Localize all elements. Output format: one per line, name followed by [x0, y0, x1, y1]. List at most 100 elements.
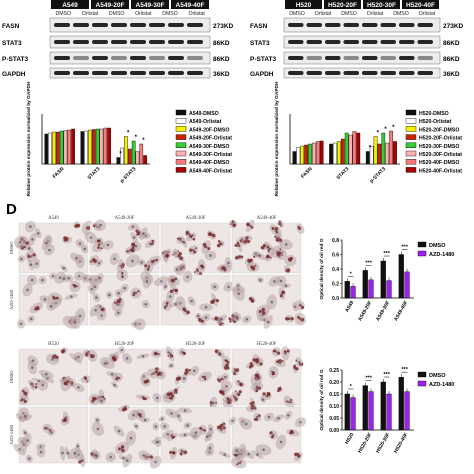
- cell-nucleus: [23, 414, 27, 418]
- cell-nucleus: [30, 382, 33, 385]
- cell-nucleus: [29, 317, 33, 321]
- lipid-droplet: [76, 224, 79, 227]
- lipid-droplet: [191, 234, 194, 237]
- wb-group-bar: [51, 0, 89, 9]
- cell-nucleus: [277, 416, 280, 420]
- y-tick-label: 0.4: [332, 267, 339, 273]
- wb-band: [306, 40, 322, 44]
- legend-label: A549-30F-DMSO: [189, 144, 229, 150]
- wb-treatment-label: DMSO: [56, 11, 72, 17]
- lipid-droplet: [253, 255, 256, 258]
- legend-label: H520-30F-Orlistat: [419, 152, 462, 158]
- y-tick-label: 0.25: [329, 368, 339, 374]
- lipid-droplet: [116, 378, 119, 381]
- lipid-droplet: [157, 352, 160, 356]
- bar-a549-30f-azd-1480: [386, 280, 392, 299]
- lipid-droplet: [52, 355, 56, 359]
- lipid-droplet: [175, 290, 177, 293]
- bar-fasn-6: [67, 129, 72, 165]
- lipid-droplet: [63, 381, 68, 386]
- lipid-droplet: [188, 233, 191, 236]
- wb-kd-label: 36KD: [443, 71, 460, 78]
- cell-nucleus: [61, 451, 64, 455]
- lipid-droplet: [234, 256, 239, 260]
- lipid-droplet: [285, 269, 288, 272]
- wb-band: [168, 56, 184, 60]
- wb-treatment-label: DMSO: [289, 11, 305, 17]
- cell-nucleus: [223, 453, 227, 456]
- lipid-droplet: [289, 257, 293, 261]
- lipid-droplet: [271, 435, 274, 439]
- bar-h520-20f-dmso: [362, 385, 368, 431]
- lipid-droplet: [237, 380, 240, 383]
- cell-nucleus: [231, 419, 234, 423]
- cell-nucleus: [100, 399, 103, 403]
- legend-label: AZD-1480: [429, 252, 454, 258]
- lipid-droplet: [25, 241, 29, 245]
- cell-nucleus: [93, 285, 97, 289]
- significance-mark: *: [350, 271, 353, 277]
- lipid-droplet: [233, 372, 236, 376]
- micrograph-border: [89, 406, 160, 464]
- cell-nucleus: [186, 275, 189, 279]
- lipid-droplet: [121, 275, 124, 279]
- lipid-droplet: [243, 240, 247, 244]
- cell-nucleus: [39, 450, 43, 454]
- lipid-droplet: [285, 317, 289, 321]
- wb-protein-label: STAT3: [250, 40, 270, 47]
- wb-band: [54, 23, 70, 27]
- lipid-droplet: [279, 294, 283, 298]
- wb-band: [54, 56, 70, 60]
- lipid-droplet: [86, 380, 89, 383]
- lipid-droplet: [249, 362, 253, 365]
- cell-nucleus: [134, 424, 138, 428]
- lipid-droplet: [184, 368, 189, 373]
- lipid-droplet: [137, 290, 140, 293]
- cell-nucleus: [267, 415, 271, 419]
- bar-p-stat3-5: [385, 142, 390, 165]
- lipid-droplet: [184, 310, 187, 312]
- cell-nucleus: [287, 413, 290, 417]
- wb-band: [149, 71, 165, 75]
- lipid-droplet: [248, 258, 253, 263]
- lipid-droplet: [223, 422, 226, 425]
- lipid-droplet: [297, 227, 301, 230]
- protein-expression-chart-a549: Relative protein expression normalized b…: [26, 81, 232, 196]
- lipid-droplet: [236, 241, 240, 245]
- wb-kd-label: 86KD: [443, 56, 460, 63]
- cell-nucleus: [27, 247, 31, 250]
- lipid-droplet: [172, 253, 174, 256]
- cell-nucleus: [108, 293, 111, 297]
- lipid-droplet: [278, 238, 283, 242]
- bar-p-stat3-0: [365, 151, 370, 165]
- bar-stat3-3: [340, 138, 345, 165]
- lipid-droplet: [298, 317, 301, 320]
- lipid-droplet: [118, 377, 121, 380]
- legend-label: A549-40F-Orlistat: [189, 168, 232, 174]
- bar-p-stat3-0: [116, 157, 121, 165]
- lipid-droplet: [215, 299, 220, 303]
- cell-nucleus: [235, 315, 239, 319]
- lipid-droplet: [167, 351, 170, 354]
- significance-mark: *: [142, 138, 145, 144]
- cell-nucleus: [31, 238, 34, 241]
- lipid-droplet: [62, 418, 66, 423]
- micrograph-border: [231, 348, 302, 406]
- lipid-droplet: [169, 354, 174, 358]
- cell-nucleus: [78, 242, 82, 245]
- legend-label: H520-40F-DMSO: [419, 160, 459, 166]
- wb-treatment-label: Orlistat: [419, 11, 436, 17]
- bar-fasn-3: [304, 144, 308, 165]
- lipid-droplet: [236, 463, 239, 466]
- lipid-droplet: [278, 220, 281, 223]
- y-tick-label: 0.15: [329, 392, 339, 398]
- lipid-droplet: [89, 353, 93, 357]
- lipid-droplet: [260, 245, 265, 250]
- cell-nucleus: [266, 320, 270, 324]
- micrograph-image: [158, 406, 231, 464]
- lipid-droplet: [123, 407, 128, 411]
- oil-red-chart-a549: 0.0 0.2 0.4 0.6 0.8 Optical density of oil re…: [319, 238, 454, 322]
- wb-kd-label: 86KD: [213, 56, 230, 63]
- cell-nucleus: [27, 457, 31, 460]
- lipid-droplet: [219, 242, 222, 246]
